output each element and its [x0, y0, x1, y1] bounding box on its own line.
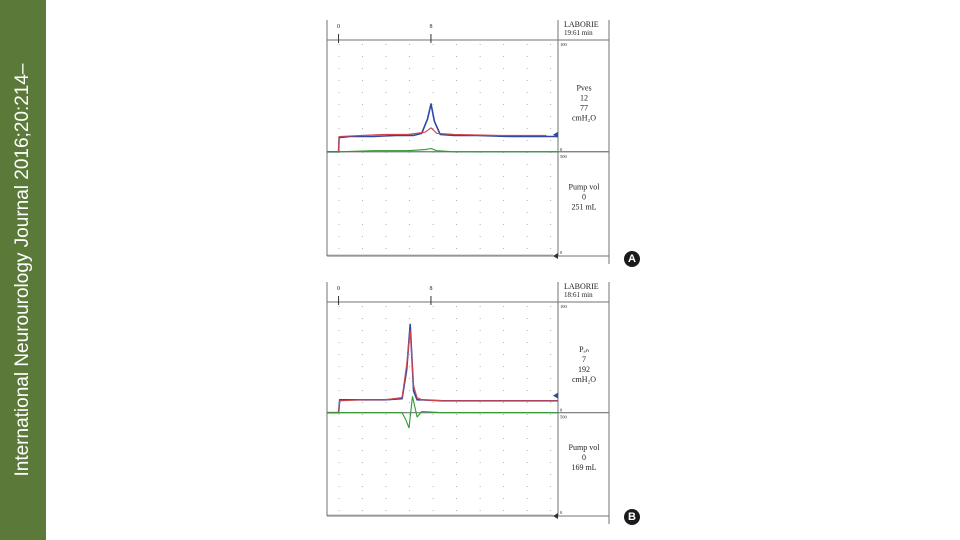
volume-legend-line: Pump vol — [569, 183, 601, 192]
trace-series-1 — [327, 330, 558, 414]
panel-b-letter: B — [624, 509, 640, 525]
x-tick-label: 8 — [429, 286, 432, 292]
pressure-legend-line: Pₐₙ — [579, 345, 589, 354]
trace-series-0 — [327, 103, 558, 153]
brand-label: LABORIE — [564, 20, 599, 29]
trace-series-2 — [327, 147, 558, 153]
pressure-legend-line: cmH₂O — [572, 113, 596, 122]
pressure-legend-line: 12 — [580, 93, 588, 102]
x-tick-label: 8 — [429, 24, 432, 30]
citation-sidebar: International Neurourology Journal 2016;… — [0, 0, 46, 540]
volume-legend-line: 169 mL — [571, 463, 596, 472]
time-label: 18:61 min — [564, 291, 593, 299]
upper-scale-max: 100 — [560, 42, 568, 47]
trace-end-marker — [553, 392, 558, 399]
volume-legend-line: 0 — [582, 453, 586, 462]
volume-end-marker — [553, 253, 558, 259]
urodynamic-panel-a: 0 8 100 0 500 0 LABORIE 19:61 min Pves 12 77 cmH₂O P… — [324, 20, 611, 264]
panel-a-letter: A — [624, 251, 640, 267]
pressure-legend-line: 77 — [580, 103, 588, 112]
pressure-legend-line: Pves — [576, 83, 591, 92]
lower-scale-min: 0 — [560, 510, 563, 515]
time-label: 19:61 min — [564, 29, 593, 37]
volume-legend-line: Pump vol — [569, 443, 601, 452]
upper-scale-min: 0 — [560, 147, 563, 152]
upper-scale-max: 100 — [560, 304, 568, 309]
x-tick-label: 0 — [337, 286, 340, 292]
upper-scale-min: 0 — [560, 408, 563, 413]
pressure-legend-line: cmH₂O — [572, 375, 596, 384]
pressure-legend-line: 192 — [578, 365, 590, 374]
pressure-legend-line: 7 — [582, 355, 586, 364]
trace-series-1 — [327, 127, 547, 153]
urodynamic-panel-b: 0 8 100 0 500 0 LABORIE 18:61 min Pₐₙ 7 192 cmH₂O Pu… — [324, 282, 611, 524]
lower-scale-max: 500 — [560, 415, 568, 420]
lower-scale-max: 500 — [560, 154, 568, 159]
volume-end-marker — [553, 513, 558, 519]
lower-scale-min: 0 — [560, 250, 563, 255]
citation-text: International Neurourology Journal 2016;… — [12, 63, 33, 477]
volume-legend-line: 251 mL — [571, 203, 596, 212]
brand-label: LABORIE — [564, 282, 599, 291]
trace-series-2 — [327, 395, 558, 429]
x-tick-label: 0 — [337, 24, 340, 30]
volume-legend-line: 0 — [582, 193, 586, 202]
